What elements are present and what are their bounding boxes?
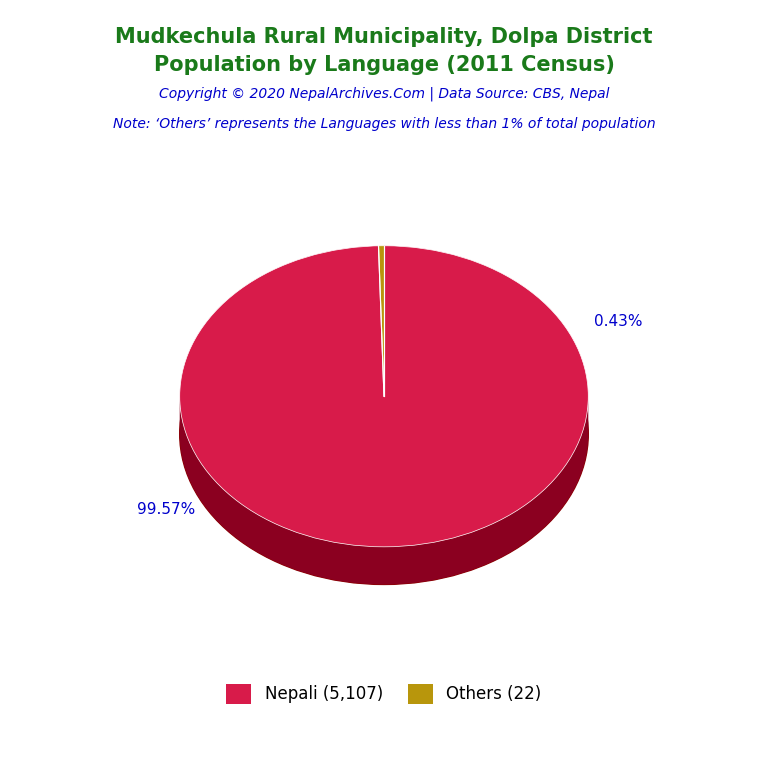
Text: 99.57%: 99.57% (137, 502, 195, 517)
Text: Copyright © 2020 NepalArchives.Com | Data Source: CBS, Nepal: Copyright © 2020 NepalArchives.Com | Dat… (159, 86, 609, 101)
Text: Note: ‘Others’ represents the Languages with less than 1% of total population: Note: ‘Others’ represents the Languages … (113, 117, 655, 131)
Polygon shape (180, 246, 588, 547)
Polygon shape (379, 246, 384, 396)
Polygon shape (180, 398, 588, 584)
Legend: Nepali (5,107), Others (22): Nepali (5,107), Others (22) (220, 677, 548, 710)
Text: 0.43%: 0.43% (594, 313, 642, 329)
Ellipse shape (180, 283, 588, 584)
Text: Mudkechula Rural Municipality, Dolpa District: Mudkechula Rural Municipality, Dolpa Dis… (115, 27, 653, 47)
Text: Population by Language (2011 Census): Population by Language (2011 Census) (154, 55, 614, 75)
